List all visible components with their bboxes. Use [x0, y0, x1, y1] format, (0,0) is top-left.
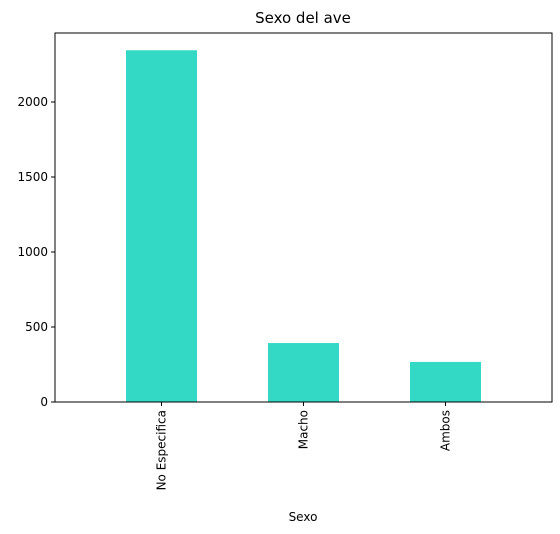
- y-tick-label: 1500: [17, 170, 48, 184]
- y-tick-label: 1000: [17, 245, 48, 259]
- y-tick-label: 2000: [17, 95, 48, 109]
- bar-ambos: [410, 361, 481, 402]
- y-tick-label: 0: [40, 395, 48, 409]
- plot-frame: [54, 32, 553, 403]
- chart-title: Sexo del ave: [255, 9, 351, 27]
- x-tick-label: Macho: [297, 410, 311, 449]
- y-axis: 0 500 1000 1500 2000: [17, 95, 55, 409]
- bar-macho: [268, 343, 339, 402]
- x-axis-label: Sexo: [289, 510, 318, 524]
- x-axis: No Especifica Macho Ambos: [155, 402, 453, 490]
- x-tick-label: Ambos: [439, 410, 453, 451]
- bars-group: [126, 50, 481, 402]
- x-tick-label: No Especifica: [155, 410, 169, 490]
- bar-no-especifica: [126, 50, 197, 402]
- y-tick-label: 500: [25, 320, 48, 334]
